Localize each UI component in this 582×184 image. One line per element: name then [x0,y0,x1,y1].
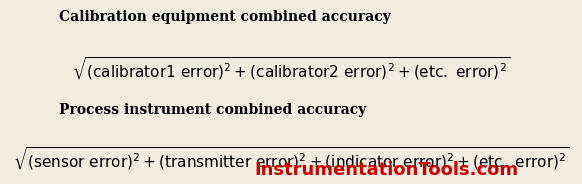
Text: $\sqrt{(\mathrm{sensor\ error})^2+(\mathrm{transmitter\ error})^2+(\mathrm{indic: $\sqrt{(\mathrm{sensor\ error})^2+(\math… [13,146,569,173]
Text: Calibration equipment combined accuracy: Calibration equipment combined accuracy [59,10,391,24]
Text: $\sqrt{(\mathrm{calibrator1\ error})^2+(\mathrm{calibrator2\ error})^2+(\mathrm{: $\sqrt{(\mathrm{calibrator1\ error})^2+(… [72,56,510,83]
Text: InstrumentationTools.com: InstrumentationTools.com [254,161,519,179]
Text: Process instrument combined accuracy: Process instrument combined accuracy [59,103,366,117]
